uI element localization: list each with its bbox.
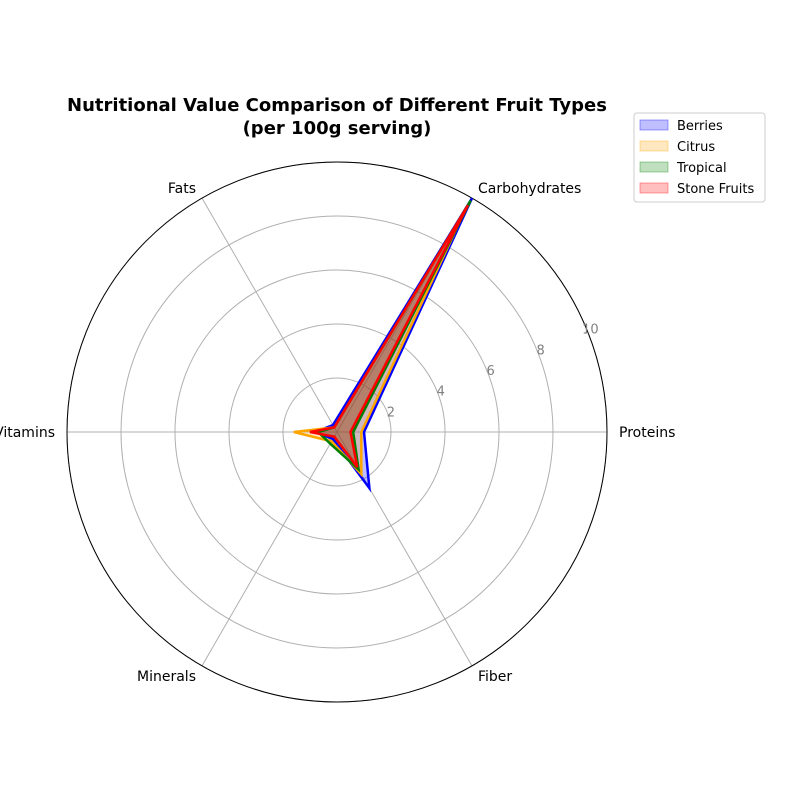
legend-swatch — [639, 182, 669, 194]
legend-label: Citrus — [677, 140, 715, 155]
radial-tick-labels: 2 4 6 8 10 — [387, 323, 599, 421]
axis-label: Proteins — [619, 425, 675, 441]
legend-label: Berries — [677, 119, 723, 134]
legend-swatch — [639, 119, 669, 131]
legend-label: Stone Fruits — [677, 182, 754, 197]
axis-labels: Proteins Carbohydrates Fats Vitamins Mineral… — [0, 181, 675, 685]
series-area — [318, 200, 471, 470]
axis-spoke — [201, 197, 338, 433]
radial-tick-label: 4 — [437, 385, 445, 400]
axis-spoke — [201, 431, 338, 667]
radial-tick-label: 2 — [387, 405, 395, 420]
axis-label: Vitamins — [0, 425, 55, 441]
legend: Berries Citrus Tropical Stone Fruits — [633, 112, 766, 203]
axis-label: Fiber — [478, 669, 512, 685]
series-line — [309, 204, 470, 468]
series-lines — [293, 197, 474, 493]
legend-swatch — [639, 161, 669, 173]
axis-label: Carbohydrates — [478, 181, 581, 197]
axis-label: Fats — [168, 181, 196, 197]
legend-label: Tropical — [676, 161, 727, 176]
outer-frame — [66, 161, 608, 703]
radial-tick-label: 8 — [536, 343, 544, 358]
chart-title-line2: (per 100g serving) — [243, 118, 432, 139]
axis-label: Minerals — [137, 669, 196, 685]
legend-swatch — [639, 140, 669, 152]
radial-tick-label: 6 — [487, 364, 495, 379]
radial-tick-label: 10 — [582, 323, 599, 338]
series-line — [315, 199, 472, 473]
chart-title-line1: Nutritional Value Comparison of Differen… — [67, 95, 607, 116]
legend-frame — [633, 112, 766, 203]
radar-grid — [66, 161, 608, 703]
